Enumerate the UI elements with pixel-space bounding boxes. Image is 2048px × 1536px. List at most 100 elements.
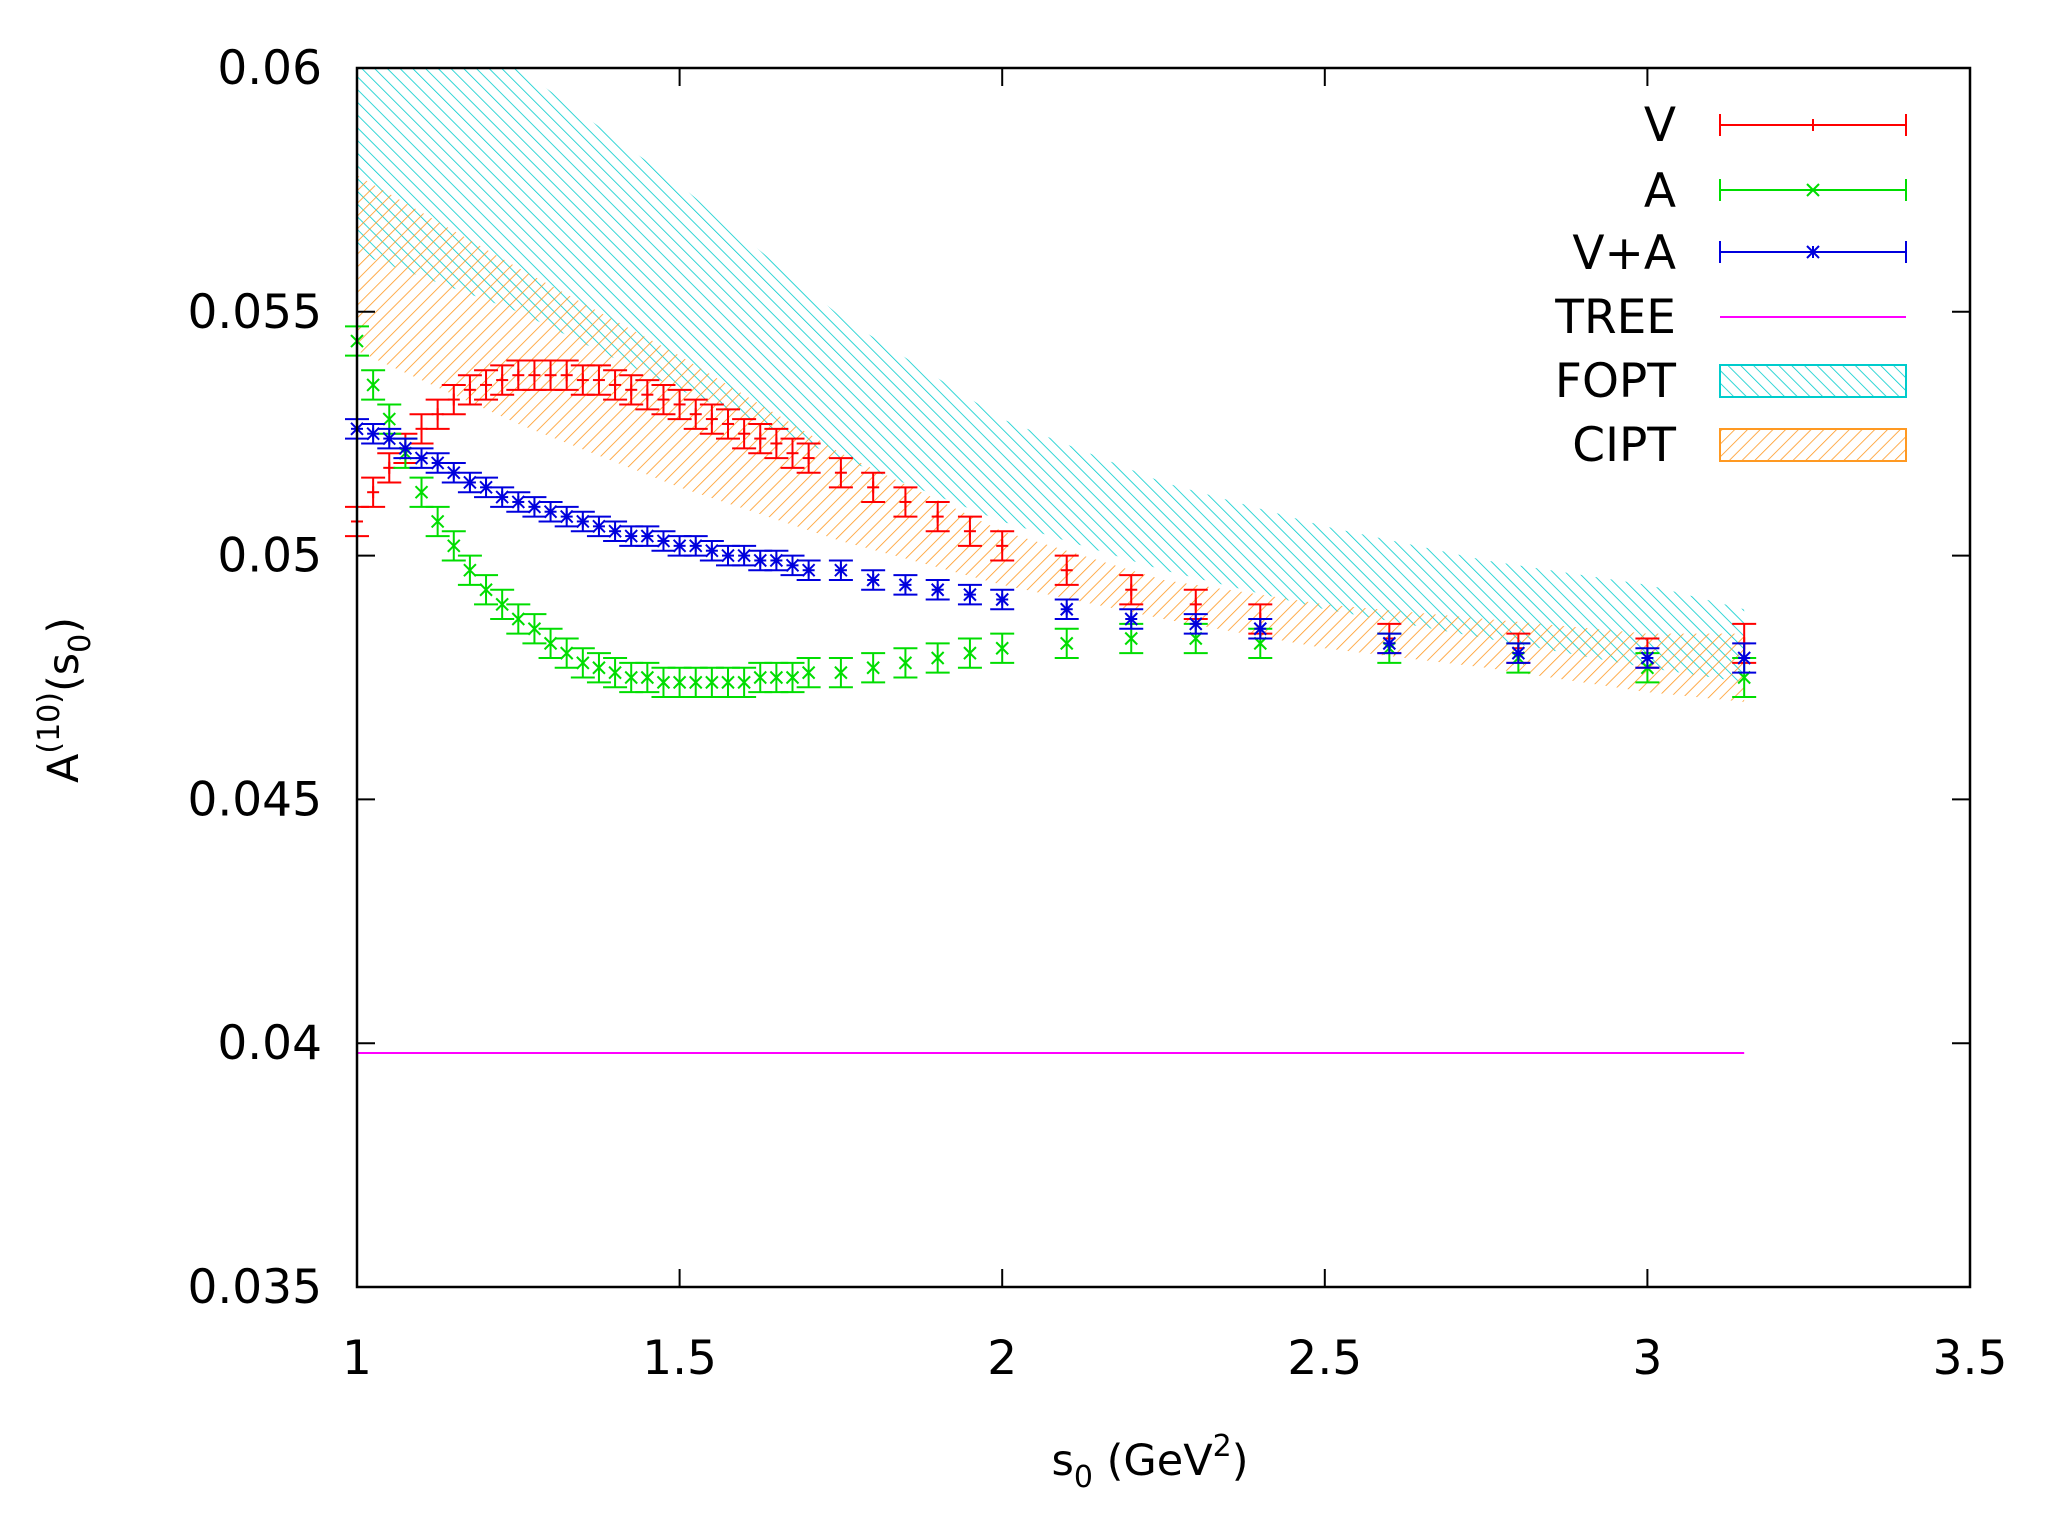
- v-point: [651, 383, 676, 416]
- v-point: [619, 374, 644, 406]
- va-point: [1377, 632, 1402, 655]
- a-point: [732, 666, 757, 699]
- marker-stroke: [721, 548, 735, 563]
- a-point: [893, 647, 918, 679]
- va-point: [990, 588, 1015, 611]
- va-point: [441, 461, 466, 484]
- v-point: [425, 398, 450, 430]
- v-point: [861, 471, 886, 503]
- va-point: [377, 427, 402, 450]
- y-tick-label: 0.045: [187, 772, 322, 827]
- marker-stroke: [801, 665, 816, 680]
- legend-label-va: V+A: [1572, 226, 1676, 281]
- va-point: [1732, 642, 1757, 674]
- a-point: [635, 661, 660, 694]
- va-point: [861, 569, 886, 591]
- legend-label-cipt: CIPT: [1572, 418, 1676, 473]
- series-va: [345, 418, 1757, 674]
- legend-sample-a: [1719, 179, 1907, 201]
- a-point: [925, 642, 950, 674]
- v-point: [957, 515, 982, 547]
- x-tick-label: 3: [1632, 1331, 1662, 1386]
- marker-stroke: [689, 539, 703, 553]
- va-point: [1119, 608, 1144, 630]
- marker-stroke: [624, 670, 638, 685]
- va-point: [893, 574, 918, 596]
- marker-stroke: [898, 656, 913, 670]
- marker-stroke: [785, 670, 800, 685]
- v-point: [990, 530, 1015, 562]
- marker-stroke: [930, 583, 945, 597]
- marker-stroke: [608, 665, 622, 680]
- v-point: [1054, 554, 1079, 586]
- marker-stroke: [592, 661, 606, 675]
- v-point: [457, 374, 482, 406]
- va-point: [1054, 598, 1079, 620]
- a-point: [603, 656, 628, 689]
- x-tick-label: 3.5: [1933, 1331, 2008, 1386]
- marker-stroke: [576, 656, 590, 670]
- marker-stroke: [769, 670, 784, 685]
- y-axis-title-rest: (s: [39, 653, 89, 692]
- marker-stroke: [366, 378, 380, 392]
- marker-stroke: [866, 661, 880, 675]
- x-axis-title-close: ): [1232, 1436, 1249, 1486]
- v-point: [635, 379, 660, 411]
- v-point: [490, 364, 515, 396]
- marker-stroke: [834, 665, 848, 680]
- marker-stroke: [1189, 617, 1203, 631]
- v-point: [409, 413, 434, 445]
- marker-stroke: [608, 524, 622, 538]
- va-point: [554, 505, 579, 528]
- v-point: [586, 364, 611, 396]
- a-point: [361, 369, 386, 401]
- a-point: [990, 632, 1015, 664]
- a-point: [554, 637, 579, 669]
- marker-stroke: [801, 563, 816, 577]
- marker-stroke: [1382, 636, 1397, 651]
- va-point: [1248, 617, 1273, 640]
- x-tick-label: 2: [987, 1331, 1017, 1386]
- x-axis-title-sub: 0: [1074, 1460, 1093, 1495]
- y-axis-title-sub: 0: [63, 634, 98, 653]
- va-point: [538, 500, 563, 523]
- y-axis-title: A(10)(s0): [32, 617, 98, 783]
- a-point: [474, 574, 499, 606]
- va-point: [522, 496, 547, 518]
- marker-stroke: [737, 548, 751, 563]
- va-point: [699, 539, 724, 562]
- x-axis-title-base: s: [1051, 1436, 1073, 1486]
- cipt-band: [357, 175, 1745, 702]
- marker-stroke: [1060, 636, 1074, 651]
- v-point: [377, 452, 402, 484]
- marker-stroke: [479, 480, 493, 495]
- marker-stroke: [963, 646, 977, 660]
- marker-stroke: [1253, 622, 1267, 636]
- y-tick-label: 0.06: [217, 41, 322, 96]
- va-point: [490, 486, 515, 508]
- marker-stroke: [463, 563, 477, 577]
- marker-stroke: [1640, 651, 1655, 665]
- x-tick-label: 1: [342, 1331, 372, 1386]
- legend-label-a: A: [1644, 164, 1676, 219]
- marker-stroke: [414, 451, 429, 465]
- va-point: [1635, 647, 1660, 669]
- v-point: [361, 476, 386, 508]
- va-point: [957, 583, 982, 606]
- va-point: [1506, 642, 1531, 664]
- x-axis-title-rest: (GeV: [1093, 1436, 1213, 1486]
- x-tick-label: 1.5: [642, 1331, 717, 1386]
- marker-stroke: [366, 426, 380, 441]
- v-point: [748, 422, 773, 455]
- a-point: [441, 530, 466, 562]
- va-point: [732, 544, 757, 567]
- marker-stroke: [640, 529, 655, 543]
- marker-stroke: [430, 456, 445, 470]
- legend-sample-v: [1719, 114, 1907, 136]
- marker-stroke: [527, 500, 542, 514]
- marker-stroke: [737, 675, 751, 690]
- y-tick-label: 0.035: [187, 1260, 322, 1315]
- marker-stroke: [447, 539, 461, 553]
- marker-stroke: [511, 495, 526, 509]
